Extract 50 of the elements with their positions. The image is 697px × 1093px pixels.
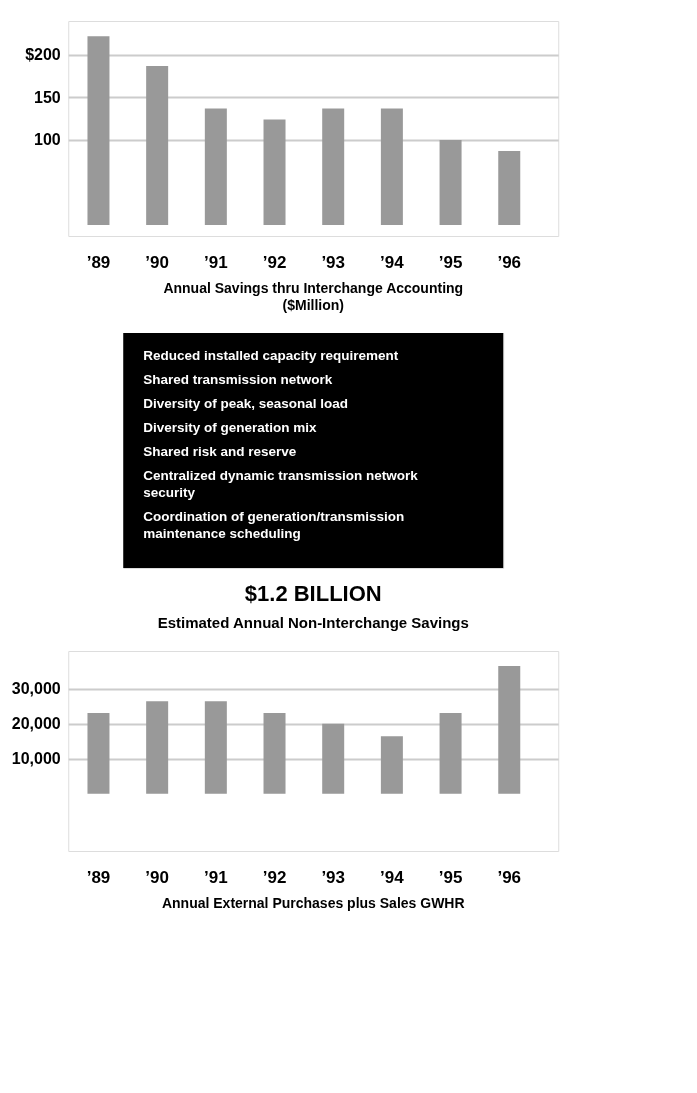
x-tick-label: ’94 (380, 867, 405, 887)
text: Coordination of generation/transmission maintenance scheduling (143, 509, 405, 541)
x-tick-label: ’96 (497, 252, 522, 272)
y-tick-label: 20,000 (11, 715, 61, 733)
x-tick-label: ’91 (204, 252, 228, 272)
text: Annual Savings thru Interchange Accounting (163, 280, 464, 296)
text: Estimated Annual Non-Interchange Savings (157, 614, 469, 631)
x-tick-label: ’91 (204, 867, 228, 887)
x-tick-label: ’94 (380, 252, 405, 272)
bar (380, 736, 403, 794)
x-tick-label: ’95 (438, 867, 463, 887)
x-tick-label: ’93 (321, 867, 346, 887)
x-tick-label: ’92 (262, 252, 287, 272)
bar (439, 713, 462, 794)
bar (87, 713, 110, 794)
bar (263, 713, 286, 794)
x-tick-label: ’96 (497, 867, 522, 887)
text: Diversity of peak, seasonal load (143, 396, 349, 411)
x-tick-label: ’92 (262, 867, 287, 887)
bar (322, 108, 345, 225)
text: Shared risk and reserve (143, 444, 297, 459)
bar (498, 151, 521, 225)
x-tick-label: ’89 (86, 252, 111, 272)
bar (439, 139, 462, 225)
x-tick-label: ’89 (86, 867, 111, 887)
text: Annual External Purchases plus Sales GWHR (161, 895, 465, 911)
bar (204, 108, 227, 225)
text: Diversity of generation mix (143, 420, 318, 435)
x-tick-label: ’90 (145, 252, 169, 272)
x-tick-label: ’93 (321, 252, 346, 272)
text: Centralized dynamic transmission network security (143, 468, 419, 500)
y-tick-label: 100 (34, 131, 61, 149)
text: Reduced installed capacity requirement (143, 348, 399, 363)
x-tick-label: ’90 (145, 867, 169, 887)
y-tick-label: 10,000 (11, 750, 61, 768)
bar (204, 701, 227, 794)
y-tick-label: 30,000 (11, 680, 61, 698)
bar (146, 66, 169, 225)
bar (322, 723, 345, 794)
text: $1.2 BILLION (244, 581, 382, 606)
text: Shared transmission network (143, 372, 333, 387)
y-tick-label: 150 (34, 88, 61, 106)
y-tick-label: $200 (25, 46, 61, 64)
bar (498, 666, 521, 794)
bar (146, 701, 169, 794)
x-tick-label: ’95 (438, 252, 463, 272)
bar (263, 119, 286, 225)
bar (380, 108, 403, 225)
bar (87, 36, 110, 225)
text: ($Million) (282, 297, 344, 313)
